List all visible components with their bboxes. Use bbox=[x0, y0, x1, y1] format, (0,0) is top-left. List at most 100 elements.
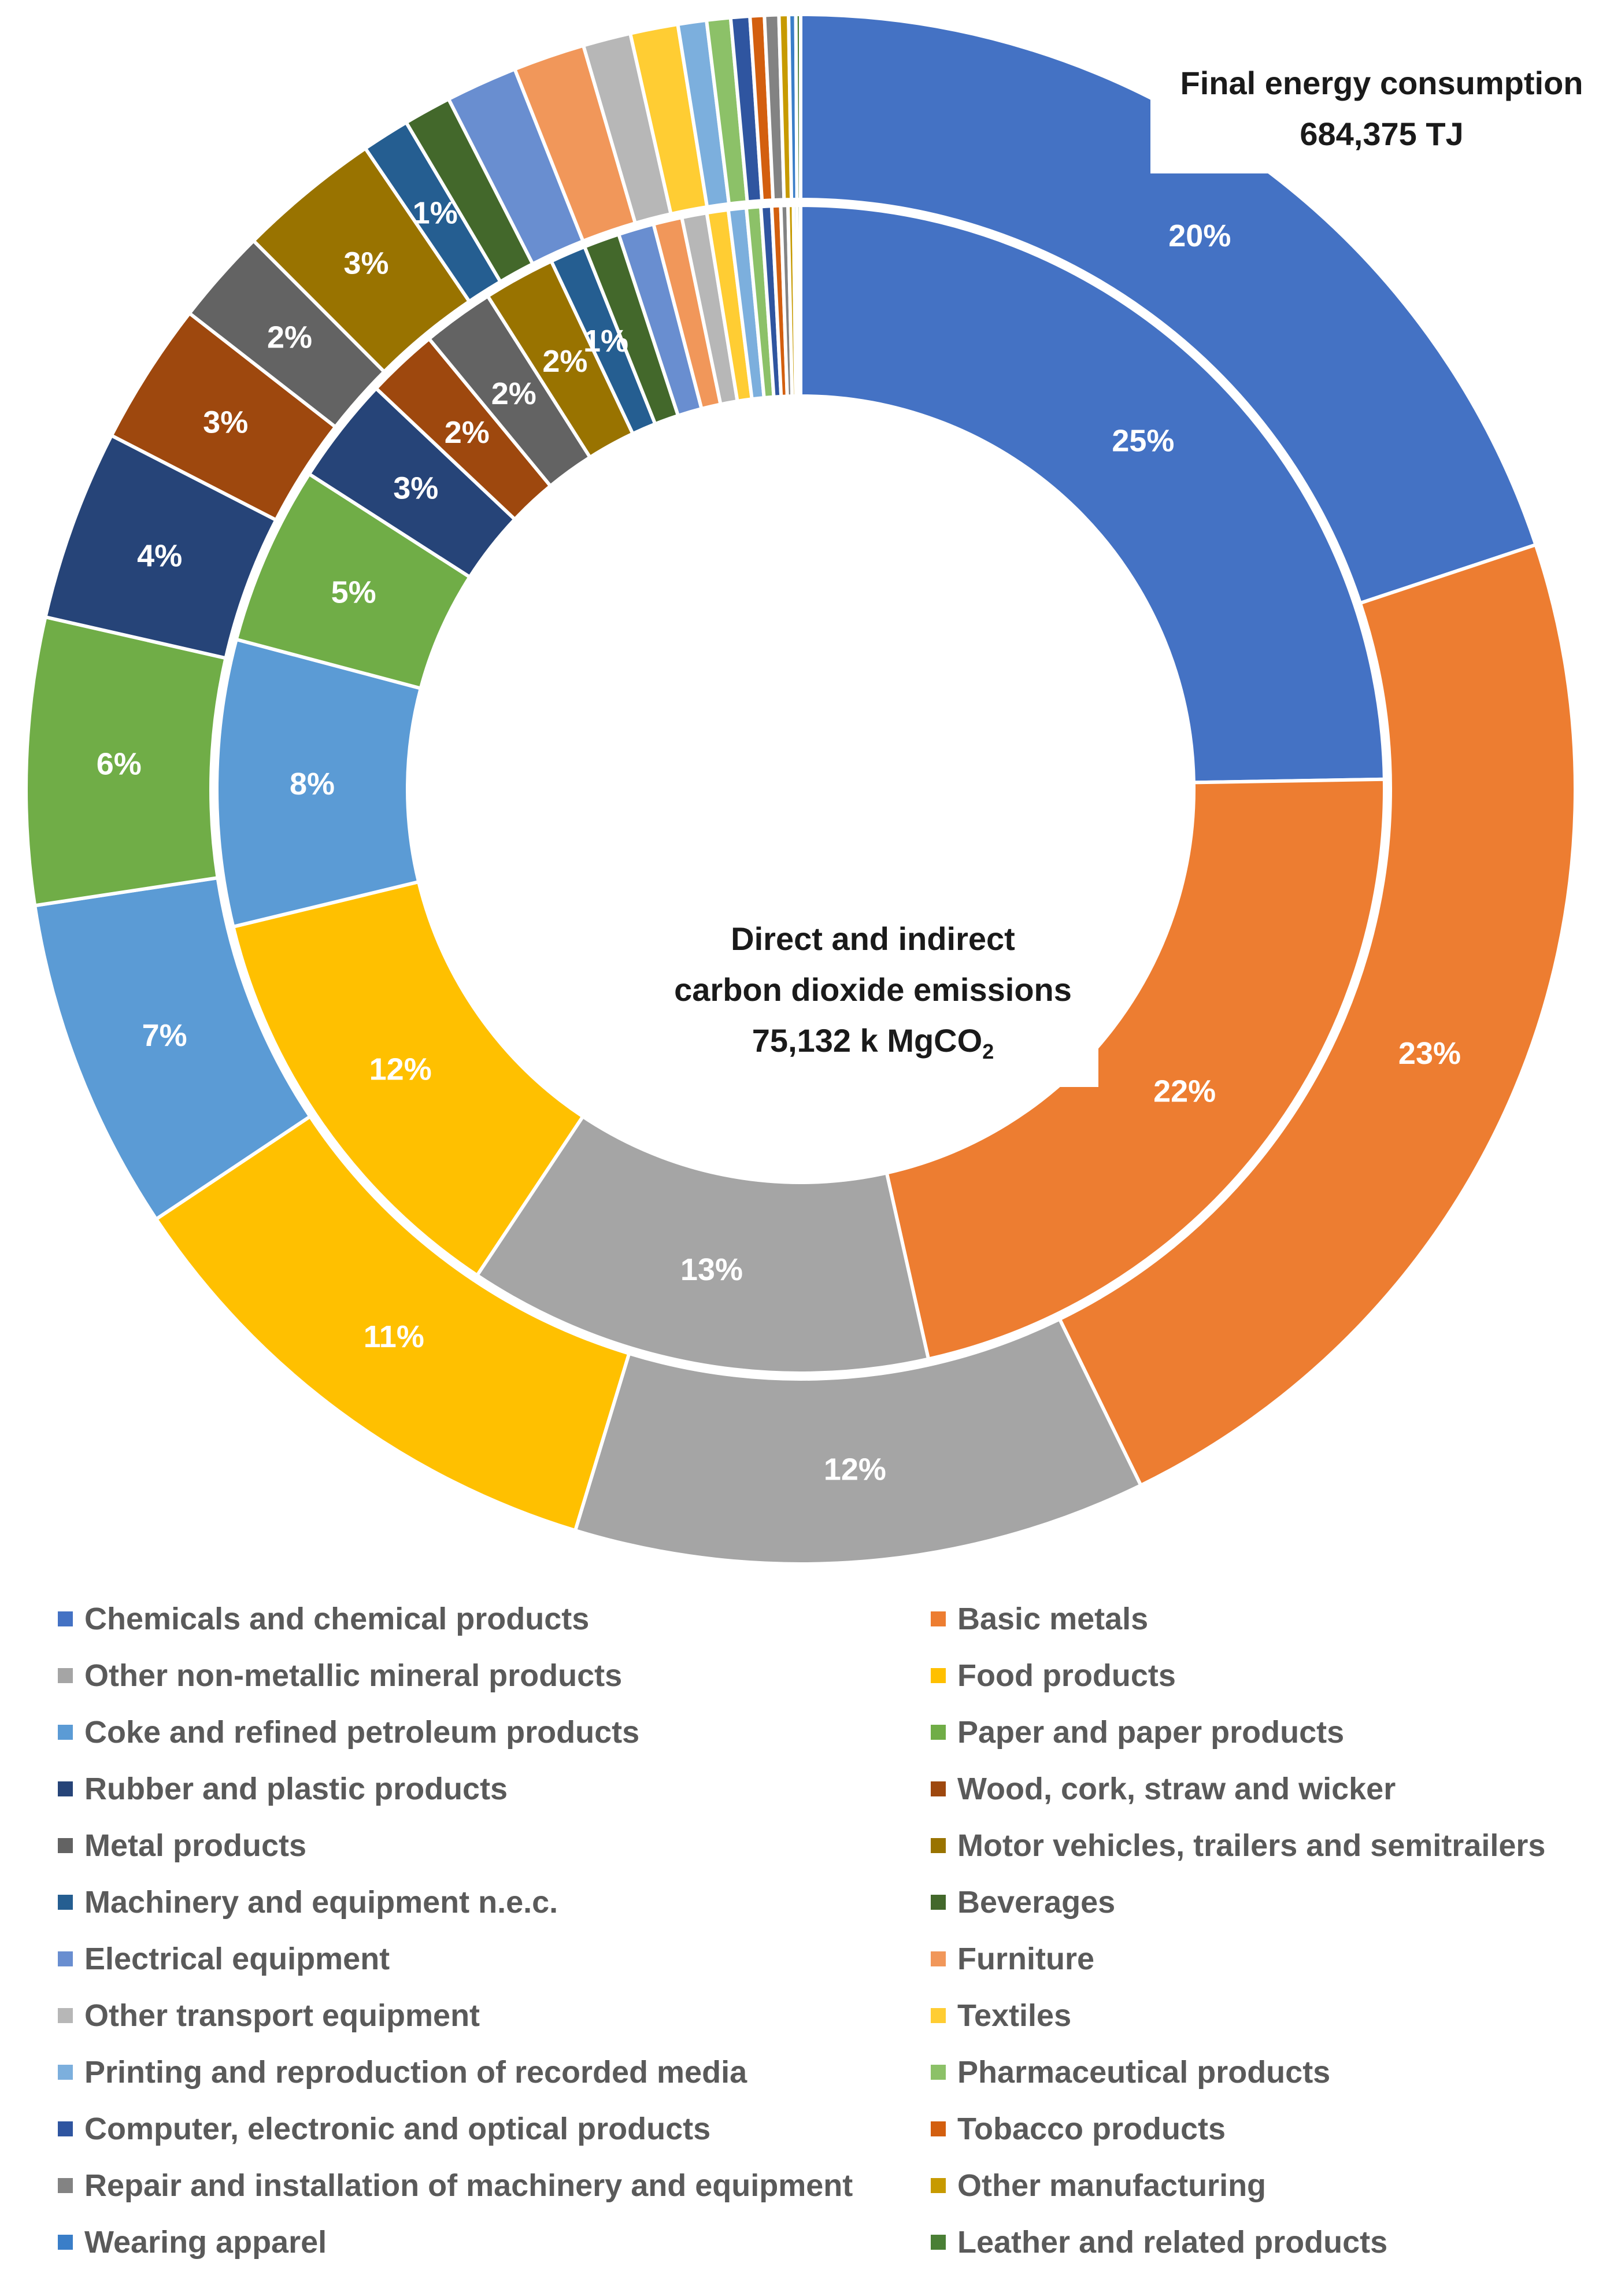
legend-item-other-non-metallic-mineral-products: Other non-metallic mineral products bbox=[58, 1652, 622, 1699]
legend-swatch bbox=[931, 2235, 946, 2250]
legend-item-other-transport-equipment: Other transport equipment bbox=[58, 1992, 480, 2039]
outer-ring-title: Final energy consumption bbox=[1180, 65, 1583, 101]
inner-ring-segment-chemicals-and-chemical-products bbox=[799, 203, 1386, 785]
inner-ring-segment-leather-and-related-products bbox=[795, 203, 802, 398]
outer-ring-label-machinery-and-equipment-n-e-c: 1% bbox=[413, 196, 458, 231]
legend-item-rubber-and-plastic-products: Rubber and plastic products bbox=[58, 1766, 508, 1812]
outer-ring-label-basic-metals: 23% bbox=[1398, 1036, 1461, 1071]
legend-swatch bbox=[931, 2065, 946, 2080]
inner-ring-total: 75,132 k MgCO2 bbox=[647, 1015, 1098, 1077]
inner-ring-total-value: 75,132 k MgCO bbox=[752, 1022, 983, 1059]
segment-labels: 20%23%12%11%7%6%4%3%2%3%1%25%22%13%12%8%… bbox=[97, 196, 1461, 1487]
legend-swatch bbox=[58, 1951, 73, 1966]
outer-ring-segment-basic-metals bbox=[1057, 542, 1577, 1488]
inner-ring-total-subscript: 2 bbox=[982, 1040, 994, 1064]
inner-ring-label-paper-and-paper-products: 5% bbox=[331, 575, 376, 609]
legend-swatch bbox=[931, 1838, 946, 1853]
inner-ring-label-basic-metals: 22% bbox=[1153, 1074, 1216, 1108]
legend-label: Paper and paper products bbox=[957, 1715, 1345, 1750]
legend-swatch bbox=[58, 2065, 73, 2080]
legend-label: Pharmaceutical products bbox=[957, 2055, 1331, 2090]
legend-label: Motor vehicles, trailers and semitrailer… bbox=[957, 1828, 1546, 1863]
legend-item-basic-metals: Basic metals bbox=[931, 1596, 1148, 1642]
outer-ring-label-coke-and-refined-petroleum-products: 7% bbox=[142, 1018, 187, 1053]
legend-label: Tobacco products bbox=[957, 2112, 1226, 2146]
legend-label: Basic metals bbox=[957, 1602, 1149, 1636]
legend-label: Printing and reproduction of recorded me… bbox=[84, 2055, 747, 2090]
legend-item-furniture: Furniture bbox=[931, 1936, 1094, 1982]
legend-label: Electrical equipment bbox=[84, 1942, 390, 1976]
outer-ring-energy bbox=[24, 12, 1577, 1566]
inner-ring-label-other-non-metallic-mineral-products: 13% bbox=[680, 1252, 743, 1287]
legend-item-wood-cork-straw-and-wicker: Wood, cork, straw and wicker bbox=[931, 1766, 1396, 1812]
inner-ring-segment-basic-metals bbox=[884, 777, 1386, 1362]
legend-label: Metal products bbox=[84, 1828, 307, 1863]
outer-ring-total: 684,375 TJ bbox=[1300, 116, 1464, 152]
inner-ring-title-line-1: Direct and indirect bbox=[731, 920, 1015, 957]
legend-item-coke-and-refined-petroleum-products: Coke and refined petroleum products bbox=[58, 1709, 639, 1755]
legend-swatch bbox=[58, 1725, 73, 1740]
inner-ring-annotation: Direct and indirect carbon dioxide emiss… bbox=[647, 914, 1098, 1087]
legend-swatch bbox=[58, 1668, 73, 1683]
legend-item-wearing-apparel: Wearing apparel bbox=[58, 2219, 327, 2265]
outer-ring-label-motor-vehicles-trailers-and-semitrailers: 3% bbox=[343, 246, 388, 280]
inner-ring-segment-food-products bbox=[231, 879, 586, 1278]
legend-swatch bbox=[931, 2121, 946, 2136]
legend-swatch bbox=[58, 1838, 73, 1853]
outer-ring-segment-leather-and-related-products bbox=[794, 12, 802, 202]
inner-ring-label-rubber-and-plastic-products: 3% bbox=[393, 471, 438, 506]
legend-item-machinery-and-equipment-n-e-c: Machinery and equipment n.e.c. bbox=[58, 1879, 558, 1925]
outer-ring-annotation: Final energy consumption 684,375 TJ bbox=[1150, 58, 1613, 173]
inner-ring-label-wood-cork-straw-and-wicker: 2% bbox=[445, 415, 490, 450]
legend-swatch bbox=[931, 2008, 946, 2023]
outer-ring-label-rubber-and-plastic-products: 4% bbox=[137, 538, 182, 573]
legend-swatch bbox=[58, 2235, 73, 2250]
inner-ring-label-metal-products: 2% bbox=[491, 376, 536, 411]
legend-item-pharmaceutical-products: Pharmaceutical products bbox=[931, 2049, 1330, 2095]
legend-item-textiles: Textiles bbox=[931, 1992, 1071, 2039]
inner-ring-label-motor-vehicles-trailers-and-semitrailers: 2% bbox=[542, 344, 587, 379]
inner-ring-label-machinery-and-equipment-n-e-c: 1% bbox=[583, 324, 628, 358]
legend-label: Computer, electronic and optical product… bbox=[84, 2112, 711, 2146]
legend-label: Food products bbox=[957, 1658, 1176, 1693]
legend-label: Textiles bbox=[957, 1998, 1072, 2033]
outer-ring-label-food-products: 11% bbox=[364, 1319, 424, 1354]
legend-swatch bbox=[58, 2178, 73, 2193]
legend-label: Coke and refined petroleum products bbox=[84, 1715, 640, 1750]
inner-ring-label-food-products: 12% bbox=[369, 1052, 432, 1086]
legend-item-computer-electronic-and-optical-products: Computer, electronic and optical product… bbox=[58, 2106, 710, 2152]
legend-item-tobacco-products: Tobacco products bbox=[931, 2106, 1226, 2152]
outer-ring-label-paper-and-paper-products: 6% bbox=[97, 747, 142, 782]
legend-swatch bbox=[58, 2008, 73, 2023]
outer-ring-label-other-non-metallic-mineral-products: 12% bbox=[824, 1452, 886, 1487]
legend-swatch bbox=[931, 1668, 946, 1683]
legend-item-paper-and-paper-products: Paper and paper products bbox=[931, 1709, 1344, 1755]
legend-item-electrical-equipment: Electrical equipment bbox=[58, 1936, 390, 1982]
legend-item-leather-and-related-products: Leather and related products bbox=[931, 2219, 1387, 2265]
double-donut-chart: 20%23%12%11%7%6%4%3%2%3%1%25%22%13%12%8%… bbox=[24, 12, 1577, 1566]
inner-ring-label-coke-and-refined-petroleum-products: 8% bbox=[290, 767, 335, 801]
legend-swatch bbox=[58, 1611, 73, 1626]
inner-ring-label-chemicals-and-chemical-products: 25% bbox=[1112, 423, 1174, 458]
legend-label: Other non-metallic mineral products bbox=[84, 1658, 623, 1693]
legend-label: Chemicals and chemical products bbox=[84, 1602, 590, 1636]
legend-label: Wood, cork, straw and wicker bbox=[957, 1772, 1396, 1806]
legend-label: Beverages bbox=[957, 1885, 1116, 1920]
legend-label: Other manufacturing bbox=[957, 2168, 1267, 2203]
legend-swatch bbox=[931, 1895, 946, 1910]
outer-ring-label-wood-cork-straw-and-wicker: 3% bbox=[203, 405, 248, 439]
legend-swatch bbox=[58, 1781, 73, 1796]
legend-item-motor-vehicles-trailers-and-semitrailers: Motor vehicles, trailers and semitrailer… bbox=[931, 1822, 1545, 1869]
legend-swatch bbox=[931, 1951, 946, 1966]
legend-swatch bbox=[931, 1725, 946, 1740]
legend-label: Repair and installation of machinery and… bbox=[84, 2168, 853, 2203]
legend-swatch bbox=[58, 1895, 73, 1910]
legend-swatch bbox=[931, 2178, 946, 2193]
inner-ring-title-line-2: carbon dioxide emissions bbox=[674, 971, 1072, 1008]
legend-item-metal-products: Metal products bbox=[58, 1822, 306, 1869]
outer-ring-segment-chemicals-and-chemical-products bbox=[799, 12, 1538, 605]
legend-label: Other transport equipment bbox=[84, 1998, 480, 2033]
legend-swatch bbox=[58, 2121, 73, 2136]
legend-item-other-manufacturing: Other manufacturing bbox=[931, 2162, 1266, 2209]
legend-label: Machinery and equipment n.e.c. bbox=[84, 1885, 558, 1920]
